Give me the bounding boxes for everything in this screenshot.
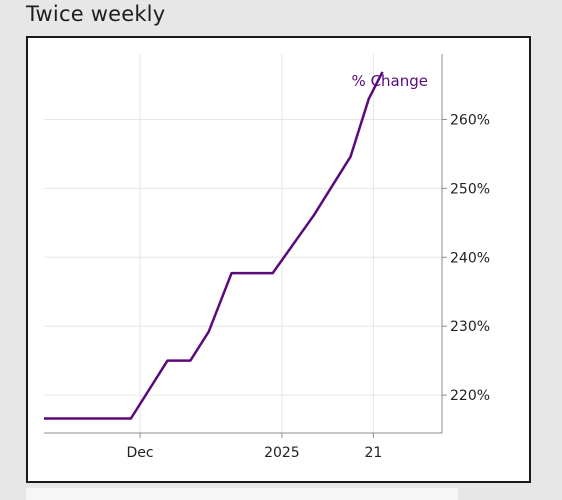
series-line-percent-change <box>44 71 384 420</box>
y-tick-label: 220% <box>450 388 490 404</box>
x-tick-label: Dec <box>127 445 154 461</box>
y-tick-label: 230% <box>450 319 490 335</box>
y-gridlines <box>44 118 442 396</box>
x-gridlines <box>139 54 374 433</box>
chart-title: Twice weekly <box>26 2 166 26</box>
line-chart: Dec 2025 21 220% 230% 240% 250% 260% % Change <box>44 54 490 461</box>
y-axis-ticks: 220% 230% 240% 250% 260% <box>442 112 490 404</box>
series-label: % Change <box>352 72 428 90</box>
y-tick-label: 260% <box>450 112 490 128</box>
chart-card: Dec 2025 21 220% 230% 240% 250% 260% % Change <box>26 36 531 483</box>
y-tick-label: 240% <box>450 250 490 266</box>
x-tick-label: 2025 <box>264 445 300 461</box>
next-card-edge <box>26 488 458 500</box>
x-axis-ticks: Dec 2025 21 <box>127 433 382 461</box>
y-tick-label: 250% <box>450 181 490 197</box>
x-tick-label: 21 <box>364 445 382 461</box>
